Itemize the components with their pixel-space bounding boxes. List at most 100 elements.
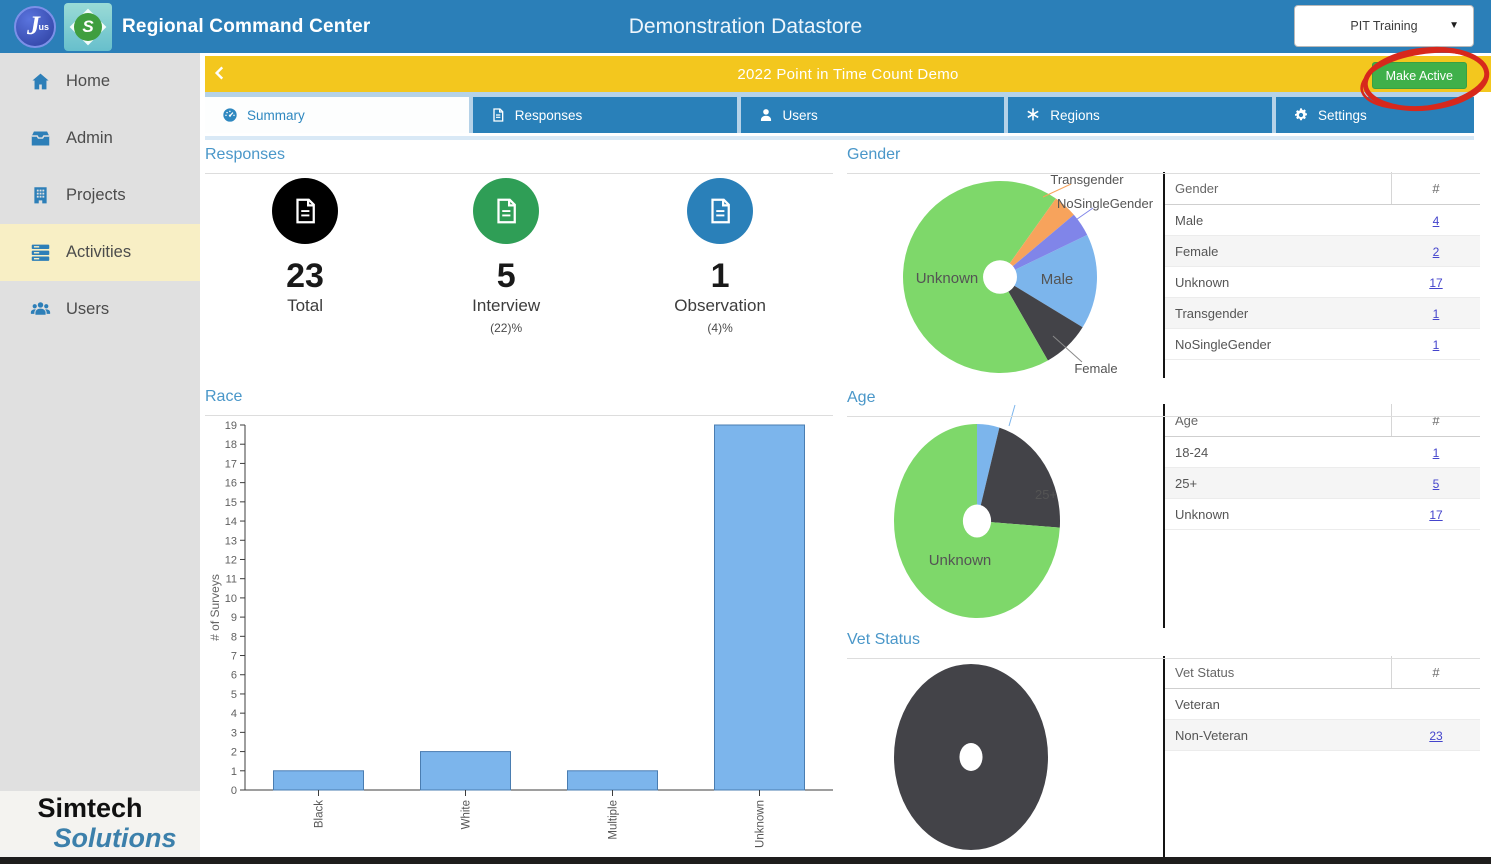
sidebar-item-users[interactable]: Users: [0, 281, 200, 338]
row-label: Transgender: [1175, 305, 1249, 321]
pie-hole: [962, 504, 992, 538]
caret-down-icon: ▼: [1449, 20, 1459, 31]
count-link[interactable]: 1: [1432, 337, 1440, 352]
count-link[interactable]: 17: [1429, 507, 1443, 522]
stat-label: Interview: [472, 296, 541, 315]
count-link[interactable]: 5: [1432, 476, 1440, 491]
table-row: NoSingleGender 1: [1165, 329, 1480, 360]
stat-total: 23 Total: [272, 178, 339, 350]
stat-interview: 5 Interview (22)%: [472, 178, 540, 350]
tab-regions[interactable]: Regions: [1008, 97, 1272, 133]
pie-label-leader: [1008, 404, 1016, 427]
back-button[interactable]: [211, 64, 233, 86]
tab-label: Settings: [1318, 107, 1367, 123]
stat-label: Observation: [674, 296, 766, 315]
table-row: Non-Veteran 23: [1165, 720, 1480, 751]
table-header-label: Gender: [1175, 180, 1219, 196]
stat-percentage: (22)%: [490, 321, 523, 335]
users-icon: [30, 299, 51, 320]
table-row: Unknown 17: [1165, 267, 1480, 298]
vet-pie-chart: [894, 664, 1048, 850]
gender-table: Gender # Male 4 Female 2 Unknown 17 Transgender 1…: [1163, 172, 1480, 378]
pie-label-leader: [1052, 335, 1083, 363]
row-label: NoSingleGender: [1175, 336, 1272, 352]
compass-globe-icon: S: [74, 12, 102, 41]
y-tick-label: 1: [231, 766, 237, 778]
stat-observation: 1 Observation (4)%: [674, 178, 766, 350]
y-tick-label: 9: [231, 612, 237, 624]
count-link[interactable]: 4: [1432, 213, 1440, 228]
sidebar-item-home[interactable]: Home: [0, 53, 200, 110]
y-axis-title: # of Surveys: [208, 574, 222, 641]
sidebar-item-projects[interactable]: Projects: [0, 167, 200, 224]
file-text-icon: [497, 198, 517, 224]
count-link[interactable]: 23: [1429, 728, 1443, 743]
pie-hole: [983, 260, 1017, 294]
y-tick-label: 4: [231, 708, 237, 720]
pie-label: Unknown: [916, 270, 979, 287]
section-title-race: Race: [205, 388, 833, 416]
sidebar-item-activities[interactable]: Activities: [0, 224, 200, 281]
row-label: Unknown: [1175, 274, 1230, 290]
stat-circle: [687, 178, 754, 244]
make-active-button[interactable]: Make Active: [1371, 62, 1467, 89]
sidebar-item-admin[interactable]: Admin: [0, 110, 200, 167]
count-link[interactable]: 1: [1432, 306, 1440, 321]
stat-value: 23: [286, 257, 324, 295]
sidebar-item-label: Home: [66, 72, 111, 90]
pie-slice-25+: [977, 427, 1060, 528]
x-tick-label: Unknown: [755, 800, 767, 848]
app-name: Regional Command Center: [122, 15, 371, 37]
tab-users[interactable]: Users: [740, 97, 1005, 133]
brand: J us S Regional Command Center: [14, 0, 370, 53]
y-tick-label: 17: [225, 458, 237, 470]
inbox-icon: [30, 128, 51, 149]
vendor-logo: Simtech Solutions: [0, 791, 200, 857]
y-tick-label: 8: [231, 631, 237, 643]
table-row: Male 4: [1165, 205, 1480, 236]
bar-white: [420, 751, 511, 791]
tab-settings[interactable]: Settings: [1276, 97, 1474, 133]
y-tick-label: 12: [225, 554, 237, 566]
pie-hole: [959, 743, 983, 771]
sidebar-item-label: Projects: [66, 186, 126, 204]
gender-pie-chart: Unknown Male Transgender NoSingleGender Fema…: [903, 172, 1154, 376]
table-row: Unknown 17: [1165, 499, 1480, 530]
file-text-icon: [296, 198, 315, 224]
row-label: 25+: [1175, 475, 1198, 491]
x-tick-label: Black: [314, 800, 326, 828]
row-label: Veteran: [1175, 696, 1220, 712]
bar-multiple: [567, 770, 658, 791]
y-tick-label: 5: [231, 689, 237, 701]
y-tick-label: 11: [226, 574, 237, 586]
activity-title: 2022 Point in Time Count Demo: [737, 65, 959, 83]
tab-bar: Summary Responses Users Regions Settings: [205, 92, 1474, 133]
environment-dropdown[interactable]: PIT Training ▼: [1294, 5, 1474, 47]
table-row: Veteran: [1165, 689, 1480, 720]
count-link[interactable]: 17: [1429, 275, 1443, 290]
table-header-count: #: [1391, 404, 1480, 436]
stat-circle: [473, 178, 540, 244]
table-header-label: Vet Status: [1175, 664, 1235, 680]
sidebar: Home Admin Projects Activities Users Simtech…: [0, 53, 200, 857]
section-title-gender: Gender: [847, 146, 1480, 174]
tab-responses[interactable]: Responses: [472, 97, 737, 133]
sidebar-item-label: Users: [66, 300, 110, 318]
x-tick-label: Multiple: [608, 800, 620, 840]
stat-value: 1: [710, 257, 730, 295]
table-row: 18-24 1: [1165, 437, 1480, 468]
y-tick-label: 19: [225, 420, 237, 432]
count-link[interactable]: 2: [1432, 244, 1440, 259]
count-link[interactable]: 1: [1432, 445, 1440, 460]
jus-logo-letter: J: [27, 10, 40, 40]
pie-label: Male: [1041, 271, 1074, 288]
row-label: Female: [1175, 243, 1219, 259]
tab-summary[interactable]: Summary: [205, 97, 469, 133]
vendor-logo-line2: Solutions: [53, 823, 177, 853]
table-row: 25+ 5: [1165, 468, 1480, 499]
activity-banner: 2022 Point in Time Count Demo Make Activ…: [205, 56, 1491, 92]
gauge-icon: [222, 107, 238, 123]
tab-label: Responses: [514, 107, 583, 123]
asterisk-icon: [1025, 107, 1041, 123]
